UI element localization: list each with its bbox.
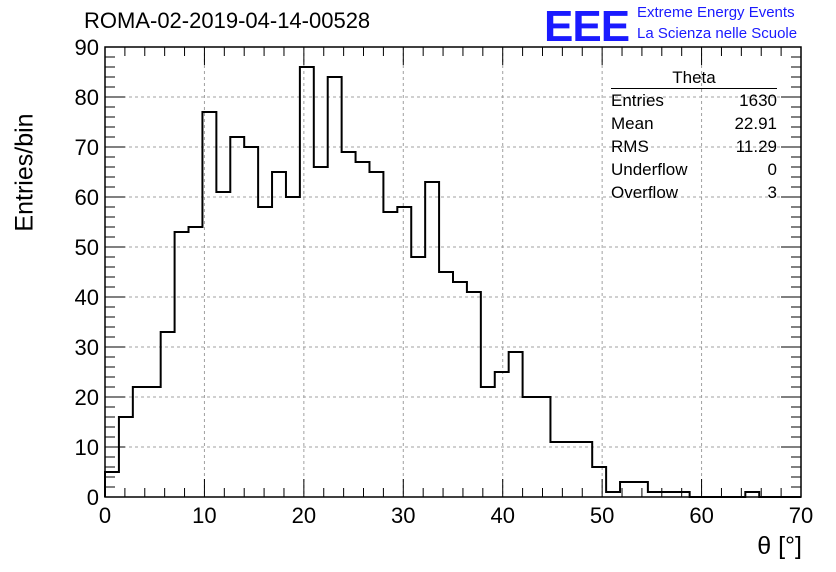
stats-value: 11.29 <box>735 137 777 156</box>
stats-row-entries: Entries 1630 <box>611 89 777 112</box>
x-tick-label: 10 <box>192 503 216 528</box>
stats-box: Theta Entries 1630 Mean 22.91 RMS 11.29 … <box>611 68 777 204</box>
y-axis-label: Entries/bin <box>10 113 39 232</box>
x-tick-label: 20 <box>292 503 316 528</box>
y-tick-label: 90 <box>75 35 99 60</box>
x-tick-label: 50 <box>590 503 614 528</box>
y-tick-label: 50 <box>75 235 99 260</box>
y-tick-label: 20 <box>75 385 99 410</box>
x-tick-label: 30 <box>391 503 415 528</box>
x-tick-label: 0 <box>99 503 111 528</box>
histogram-step-line <box>104 66 801 498</box>
y-tick-label: 80 <box>75 85 99 110</box>
y-axis-label-wrap: Entries/bin <box>4 110 44 231</box>
logo-subtitle-line2: La Scienza nelle Scuole <box>637 25 798 42</box>
stats-label: RMS <box>611 137 649 156</box>
x-tick-label: 60 <box>689 503 713 528</box>
stats-row-overflow: Overflow 3 <box>611 181 777 204</box>
stats-value: 1630 <box>739 91 777 110</box>
x-axis-label: θ [°] <box>757 532 802 560</box>
stats-label: Underflow <box>611 160 688 179</box>
x-tick-label: 70 <box>789 503 813 528</box>
stats-label: Entries <box>611 91 664 110</box>
plot-frame <box>104 46 802 498</box>
stats-label: Overflow <box>611 183 679 202</box>
stats-row-underflow: Underflow 0 <box>611 158 777 181</box>
y-tick-label: 30 <box>75 335 99 360</box>
stats-value: 22.91 <box>734 114 777 133</box>
eee-logo: EEE <box>544 2 630 51</box>
stats-value: 0 <box>767 160 777 179</box>
y-tick-label: 70 <box>75 135 99 160</box>
stats-label: Mean <box>611 114 654 133</box>
stats-row-rms: RMS 11.29 <box>611 135 777 158</box>
x-tick-label: 40 <box>490 503 514 528</box>
stats-row-mean: Mean 22.91 <box>611 112 777 135</box>
chart-title: ROMA-02-2019-04-14-00528 <box>84 8 371 33</box>
y-tick-label: 10 <box>75 435 99 460</box>
y-tick-label: 60 <box>75 185 99 210</box>
y-tick-label: 40 <box>75 285 99 310</box>
logo-subtitle-line1: Extreme Energy Events <box>637 4 795 21</box>
stats-title: Theta <box>611 68 777 89</box>
y-tick-label: 0 <box>87 485 99 510</box>
stats-value: 3 <box>767 183 777 202</box>
